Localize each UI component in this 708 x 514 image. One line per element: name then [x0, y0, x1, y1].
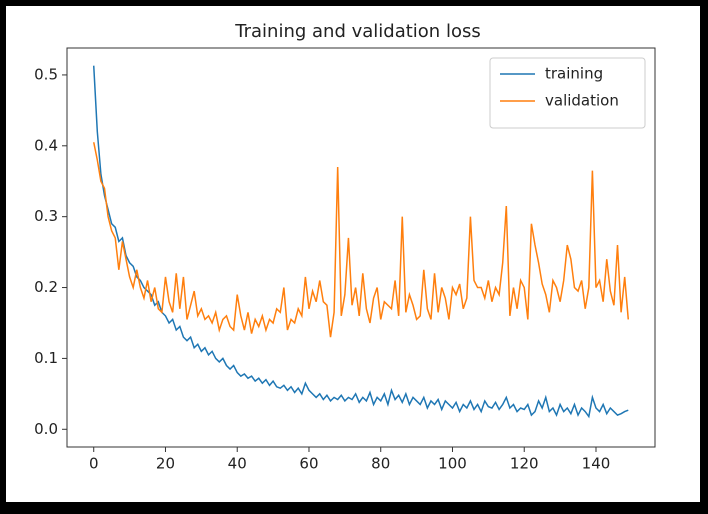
series-line — [92, 142, 630, 338]
plot-frame — [66, 47, 656, 448]
series-line — [92, 65, 629, 419]
x-tick-label: 140 — [582, 455, 611, 473]
x-tick-label: 40 — [228, 455, 247, 473]
y-tick-label: 0.2 — [34, 278, 58, 296]
x-tick-label: 20 — [156, 455, 175, 473]
legend-box — [489, 57, 646, 129]
chart-title: Training and validation loss — [234, 21, 480, 42]
y-tick-label: 0.5 — [34, 65, 58, 83]
x-tick-label: 100 — [438, 455, 467, 473]
x-tick-label: 120 — [510, 455, 539, 473]
legend-label: training — [545, 65, 603, 83]
y-tick-label: 0.1 — [34, 349, 58, 367]
x-tick-label: 0 — [89, 455, 99, 473]
legend-label: validation — [545, 92, 619, 110]
x-tick-label: 60 — [299, 455, 318, 473]
x-tick-label: 80 — [371, 455, 390, 473]
y-tick-label: 0.4 — [34, 136, 58, 154]
y-tick-label: 0.3 — [34, 207, 58, 225]
y-tick-label: 0.0 — [34, 420, 58, 438]
